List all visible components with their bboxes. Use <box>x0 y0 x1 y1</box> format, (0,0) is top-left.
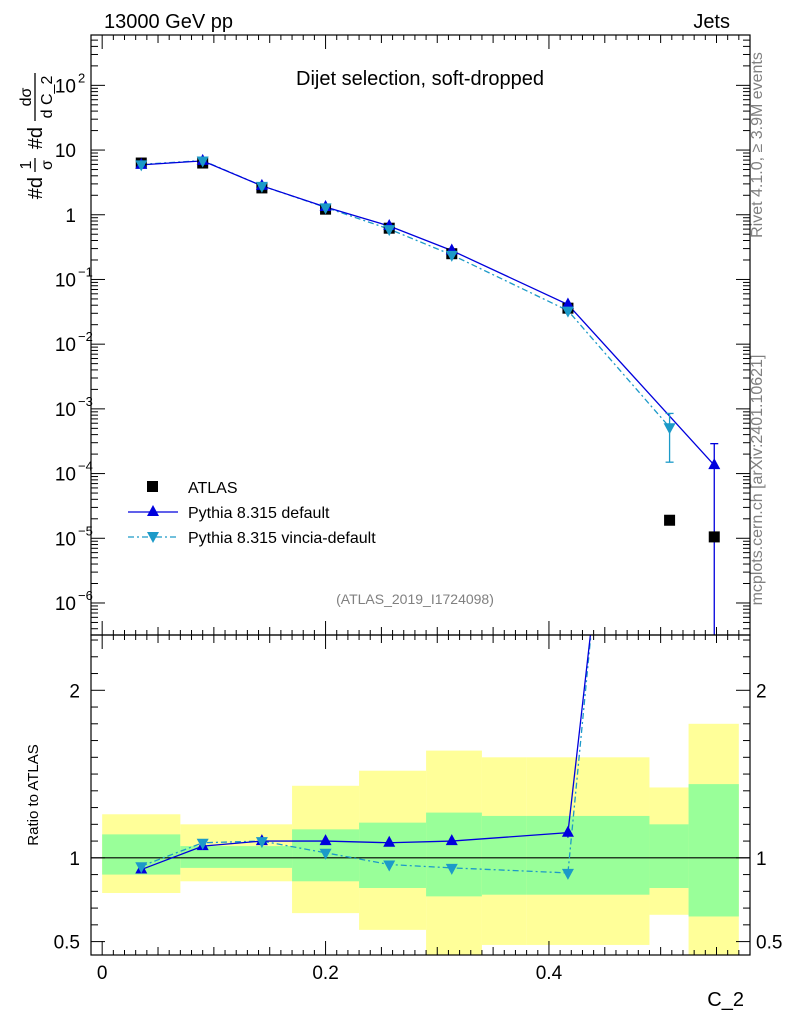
x-tick-label: 0.2 <box>312 963 338 984</box>
uncertainty-band-inner <box>688 784 739 917</box>
data-point-vincia <box>663 423 676 435</box>
ratio-y-tick-label-right: 1 <box>756 849 767 870</box>
data-point-vincia <box>135 160 148 172</box>
data-point-vincia <box>445 250 458 262</box>
ratio-y-tick-label-left: 2 <box>69 681 80 702</box>
data-point-vincia <box>383 225 396 237</box>
main-x-ticks <box>101 35 751 635</box>
ratio-frame <box>90 634 751 956</box>
main-y-tick-exponent: −6 <box>78 588 93 603</box>
ratio-point-vincia <box>319 848 332 860</box>
main-plot-marks <box>135 153 721 635</box>
data-point-vincia <box>319 203 332 215</box>
uncertainty-band-inner <box>359 822 427 888</box>
data-point-atlas <box>664 514 676 526</box>
x-tick-label: 0 <box>97 963 108 984</box>
uncertainty-band-inner <box>526 815 650 895</box>
main-y-tick-label: 10 <box>55 270 76 291</box>
ylabel-numerator-dsigma: dσ <box>18 87 35 106</box>
ratio-panel: 0.5 0.5 1 1 2 2 0 0.2 0.4 Ratio to ATLAS C_2 <box>25 634 782 1011</box>
ratio-y-axis-label: Ratio to ATLAS <box>25 744 42 845</box>
main-y-tick-label: 10 <box>55 76 76 97</box>
legend-marker-atlas <box>147 481 158 492</box>
ratio-point-vincia <box>561 868 574 880</box>
main-y-tick-label: 10 <box>55 400 76 421</box>
main-y-tick-exponent: −4 <box>78 459 93 474</box>
data-point-vincia <box>255 181 268 193</box>
ratio-y-tick-label-right: 2 <box>756 681 767 702</box>
ratio-y-tick-label-right: 0.5 <box>756 933 782 954</box>
series-line-default <box>141 160 715 466</box>
uncertainty-band-inner <box>481 815 527 895</box>
header-left: 13000 GeV pp <box>104 11 233 33</box>
ratio-y-ticks: 0.5 0.5 1 1 2 2 <box>54 639 782 954</box>
ratio-y-tick-label-left: 1 <box>69 849 80 870</box>
ylabel-denominator-sigma: σ <box>39 160 56 170</box>
main-y-tick-label: 10 <box>55 141 76 162</box>
main-y-tick-label: 10 <box>55 465 76 486</box>
ratio-point-vincia <box>383 860 396 872</box>
data-point-default <box>561 297 574 309</box>
ratio-x-ticks: 0 0.2 0.4 <box>97 635 751 984</box>
data-point-default <box>708 458 721 470</box>
main-y-tick-label: 10 <box>55 335 76 356</box>
legend-label-vincia: Pythia 8.315 vincia-default <box>188 530 376 547</box>
legend-marker-vincia <box>147 532 159 543</box>
ratio-point-default <box>319 834 332 846</box>
ratio-point-vincia <box>135 862 148 874</box>
series-line-vincia <box>141 159 671 428</box>
ratio-point-default <box>383 835 396 847</box>
ratio-bands <box>102 723 739 955</box>
main-y-tick-exponent: −5 <box>78 523 93 538</box>
uncertainty-band-inner <box>426 812 482 897</box>
main-y-tick-label: 10 <box>55 529 76 550</box>
data-point-vincia <box>196 156 209 168</box>
legend: ATLAS Pythia 8.315 default Pythia 8.315 … <box>128 480 376 547</box>
ratio-point-vincia <box>196 838 209 850</box>
mcplots-label: mcplots.cern.ch [arXiv:2401.10621] <box>749 355 766 606</box>
ratio-line-vincia <box>141 635 592 874</box>
uncertainty-band-inner <box>649 824 689 888</box>
ylabel-denominator-dc2: d C_2 <box>39 76 56 119</box>
ylabel-hash-d-1: #d <box>25 177 47 199</box>
ratio-point-default <box>561 825 574 837</box>
ratio-y-tick-label-left: 0.5 <box>54 933 80 954</box>
main-y-tick-exponent: −3 <box>78 394 93 409</box>
main-y-axis-label: #d 1 σ #d dσ d C_2 <box>18 73 56 199</box>
ratio-point-vincia <box>445 863 458 875</box>
ratio-line-default <box>141 635 592 871</box>
analysis-label: (ATLAS_2019_I1724098) <box>336 591 494 607</box>
uncertainty-band-inner <box>180 846 293 868</box>
header-right: Jets <box>693 11 730 33</box>
chart-title: Dijet selection, soft-dropped <box>296 68 544 90</box>
x-axis-label: C_2 <box>707 989 744 1011</box>
ylabel-hash-d-2: #d <box>25 127 47 149</box>
data-point-atlas <box>708 531 720 543</box>
main-y-tick-label: 1 <box>65 206 76 227</box>
ratio-point-default <box>445 834 458 846</box>
legend-marker-default <box>147 505 159 516</box>
legend-label-atlas: ATLAS <box>188 480 238 497</box>
main-y-tick-exponent: −2 <box>78 329 93 344</box>
legend-label-default: Pythia 8.315 default <box>188 505 330 522</box>
main-y-tick-label: 10 <box>55 594 76 615</box>
x-tick-label: 0.4 <box>536 963 563 984</box>
ratio-plot-marks <box>91 635 750 880</box>
main-y-tick-exponent: 2 <box>78 70 85 85</box>
ratio-point-vincia <box>255 837 268 849</box>
main-y-tick-exponent: −1 <box>78 264 93 279</box>
data-point-vincia <box>561 306 574 318</box>
ylabel-numerator-1: 1 <box>18 160 35 169</box>
rivet-version-label: Rivet 4.1.0, ≥ 3.9M events <box>749 52 766 238</box>
